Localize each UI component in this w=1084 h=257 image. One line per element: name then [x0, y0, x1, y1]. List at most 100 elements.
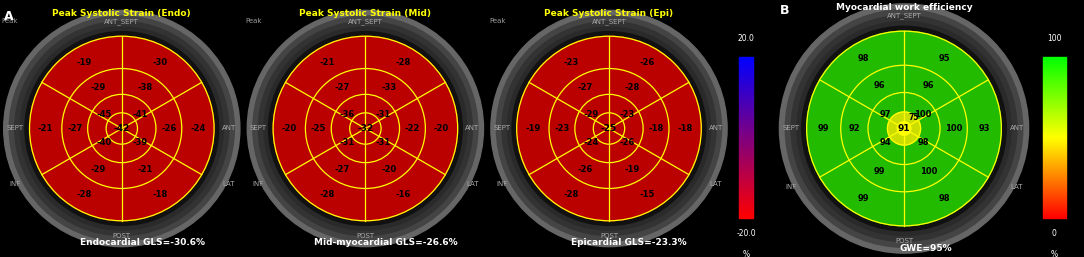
- Bar: [739, 186, 753, 188]
- Bar: [739, 59, 753, 61]
- Bar: [1043, 89, 1066, 91]
- Circle shape: [29, 36, 214, 221]
- Text: -33: -33: [382, 83, 397, 92]
- Bar: [739, 121, 753, 123]
- Bar: [1043, 103, 1066, 105]
- Bar: [739, 89, 753, 91]
- Text: SEPT: SEPT: [249, 125, 267, 132]
- Bar: [739, 105, 753, 107]
- Bar: [1043, 125, 1066, 127]
- Text: -21: -21: [320, 58, 335, 67]
- Bar: [1043, 168, 1066, 170]
- Bar: [739, 93, 753, 95]
- Text: B: B: [779, 4, 789, 17]
- Bar: [739, 144, 753, 145]
- Circle shape: [512, 32, 706, 225]
- Bar: [1043, 194, 1066, 196]
- Bar: [1043, 115, 1066, 117]
- Bar: [1043, 188, 1066, 190]
- Bar: [739, 79, 753, 81]
- Bar: [739, 61, 753, 63]
- Text: -21: -21: [138, 165, 153, 174]
- Bar: [1043, 200, 1066, 202]
- Bar: [1043, 113, 1066, 115]
- Bar: [1043, 145, 1066, 148]
- Bar: [1043, 91, 1066, 93]
- Text: -26: -26: [578, 165, 593, 174]
- Bar: [1043, 133, 1066, 135]
- Text: -30: -30: [152, 58, 167, 67]
- Bar: [1043, 121, 1066, 123]
- Circle shape: [258, 22, 473, 235]
- Bar: [739, 200, 753, 202]
- Circle shape: [779, 4, 1029, 253]
- Bar: [739, 107, 753, 109]
- Text: 100: 100: [920, 167, 938, 176]
- Bar: [739, 65, 753, 67]
- Text: ANT_SEPT: ANT_SEPT: [348, 18, 383, 25]
- Text: -41: -41: [132, 110, 147, 119]
- Circle shape: [802, 26, 1006, 231]
- Bar: [1043, 160, 1066, 162]
- Bar: [739, 75, 753, 77]
- Bar: [1043, 152, 1066, 154]
- Text: -38: -38: [138, 83, 153, 92]
- Bar: [1043, 117, 1066, 119]
- Bar: [739, 73, 753, 75]
- Bar: [1043, 79, 1066, 81]
- Bar: [1043, 184, 1066, 186]
- Circle shape: [247, 10, 483, 247]
- Text: Peak Systolic Strain (Mid): Peak Systolic Strain (Mid): [299, 10, 431, 19]
- Circle shape: [491, 10, 727, 247]
- Text: 93: 93: [979, 124, 990, 133]
- Text: SEPT: SEPT: [7, 125, 24, 132]
- Text: Mid-myocardial GLS=-26.6%: Mid-myocardial GLS=-26.6%: [314, 238, 457, 247]
- Text: 100: 100: [945, 124, 963, 133]
- Text: ANT: ANT: [1010, 125, 1024, 132]
- Circle shape: [797, 21, 1011, 236]
- Text: 96: 96: [874, 81, 885, 90]
- Bar: [739, 172, 753, 174]
- Bar: [739, 216, 753, 218]
- Bar: [739, 196, 753, 198]
- Bar: [1043, 135, 1066, 137]
- Text: Peak: Peak: [489, 18, 505, 24]
- Bar: [739, 184, 753, 186]
- Bar: [1043, 202, 1066, 204]
- Text: -27: -27: [67, 124, 82, 133]
- Bar: [1043, 99, 1066, 101]
- Text: 94: 94: [879, 139, 891, 148]
- Bar: [1043, 148, 1066, 150]
- Text: -18: -18: [152, 190, 168, 199]
- Bar: [739, 158, 753, 160]
- Text: POST: POST: [599, 233, 618, 238]
- Text: -20: -20: [434, 124, 449, 133]
- Circle shape: [517, 36, 701, 221]
- Bar: [739, 133, 753, 135]
- Text: LAT: LAT: [710, 181, 722, 187]
- Text: LAT: LAT: [222, 181, 235, 187]
- Bar: [1043, 206, 1066, 208]
- Bar: [1043, 61, 1066, 63]
- Bar: [739, 208, 753, 210]
- Text: Peak Systolic Strain (Endo): Peak Systolic Strain (Endo): [52, 10, 191, 19]
- Bar: [739, 156, 753, 158]
- Text: Myocardial work efficiency: Myocardial work efficiency: [836, 3, 972, 12]
- Text: -42: -42: [114, 124, 130, 133]
- Bar: [739, 150, 753, 152]
- Text: -24: -24: [190, 124, 206, 133]
- Text: -19: -19: [526, 124, 541, 133]
- Text: POST: POST: [895, 238, 913, 244]
- Text: -18: -18: [648, 124, 663, 133]
- Bar: [739, 101, 753, 103]
- Bar: [1043, 71, 1066, 73]
- Text: 100: 100: [1047, 34, 1061, 43]
- Circle shape: [21, 27, 223, 230]
- Bar: [739, 119, 753, 121]
- Bar: [1043, 176, 1066, 178]
- Text: -25: -25: [311, 124, 326, 133]
- Text: 96: 96: [922, 81, 934, 90]
- Bar: [739, 182, 753, 184]
- Bar: [1043, 212, 1066, 214]
- Text: -31: -31: [376, 110, 391, 119]
